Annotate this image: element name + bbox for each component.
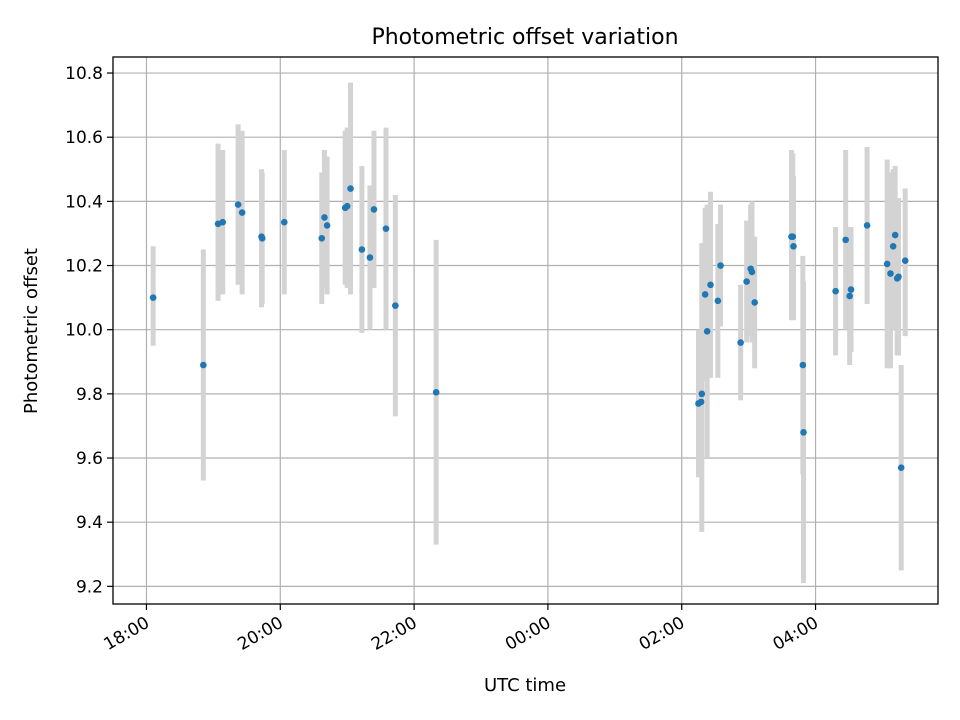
data-point bbox=[799, 361, 807, 369]
data-point bbox=[901, 257, 909, 265]
data-point bbox=[790, 242, 797, 250]
y-axis-label: Photometric offset bbox=[21, 248, 42, 414]
data-point bbox=[714, 297, 722, 305]
data-point bbox=[200, 361, 207, 369]
data-point bbox=[234, 201, 242, 208]
data-point bbox=[748, 268, 756, 276]
y-tick-label: 9.8 bbox=[76, 385, 103, 405]
data-point bbox=[789, 233, 797, 240]
data-point bbox=[280, 218, 288, 226]
data-point bbox=[891, 231, 899, 239]
y-tick-label: 9.2 bbox=[76, 577, 103, 597]
data-point bbox=[737, 339, 744, 346]
data-points bbox=[149, 185, 909, 471]
data-point bbox=[842, 236, 849, 244]
data-point bbox=[800, 429, 807, 436]
data-point bbox=[382, 225, 390, 232]
data-point bbox=[219, 218, 227, 226]
data-point bbox=[895, 273, 902, 281]
data-point bbox=[703, 328, 711, 335]
data-point bbox=[392, 302, 399, 309]
data-point bbox=[358, 246, 366, 253]
y-tick-label: 10.2 bbox=[65, 257, 103, 277]
data-point bbox=[318, 234, 326, 242]
x-axis-label: UTC time bbox=[484, 675, 566, 696]
y-tick-label: 10.8 bbox=[65, 64, 103, 84]
data-point bbox=[846, 292, 853, 300]
data-point bbox=[751, 299, 758, 306]
data-point bbox=[707, 281, 714, 289]
data-point bbox=[258, 234, 266, 242]
y-tick-label: 9.4 bbox=[76, 513, 103, 533]
y-tick-label: 10.4 bbox=[65, 192, 103, 212]
data-point bbox=[321, 214, 328, 221]
data-point bbox=[149, 294, 157, 301]
chart-title: Photometric offset variation bbox=[371, 25, 678, 50]
data-point bbox=[883, 260, 891, 268]
data-point bbox=[366, 254, 374, 261]
data-point bbox=[432, 388, 440, 396]
data-point bbox=[832, 287, 839, 295]
y-axis-ticks: 9.2 9.4 9.6 9.8 10.0 10.2 10.4 10.6 10.8 bbox=[65, 64, 113, 597]
data-point bbox=[370, 206, 378, 213]
data-point bbox=[238, 209, 246, 216]
data-point bbox=[323, 222, 331, 229]
data-point bbox=[887, 270, 894, 277]
data-point bbox=[897, 464, 905, 471]
data-point bbox=[863, 222, 871, 229]
data-point bbox=[347, 185, 354, 192]
y-tick-label: 9.6 bbox=[76, 449, 103, 469]
data-point bbox=[717, 262, 724, 269]
data-point bbox=[698, 390, 706, 398]
data-point bbox=[343, 202, 351, 210]
data-point bbox=[847, 286, 855, 293]
data-point bbox=[697, 398, 705, 406]
data-point bbox=[743, 278, 750, 285]
data-point bbox=[701, 291, 709, 298]
plot-frame bbox=[112, 56, 939, 605]
y-tick-label: 10.6 bbox=[65, 128, 103, 148]
y-tick-label: 10.0 bbox=[65, 321, 103, 341]
data-point bbox=[889, 242, 897, 250]
